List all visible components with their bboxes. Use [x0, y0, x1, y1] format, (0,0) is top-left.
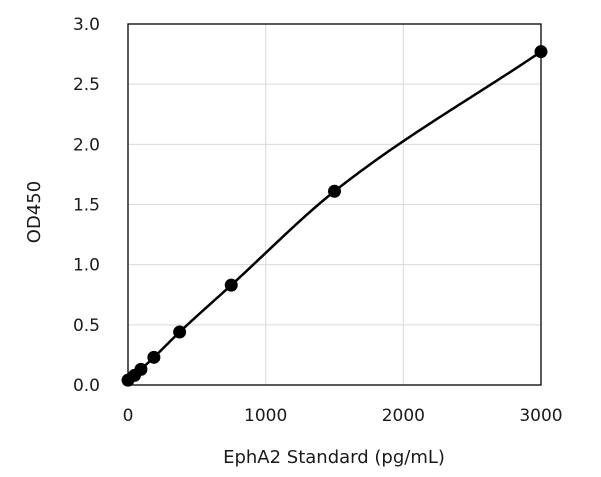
- y-axis-tick-labels: 0.0 0.5 1.0 1.5 2.0 2.5 3.0: [73, 15, 100, 396]
- data-point: [224, 278, 238, 292]
- plot-area-frame: [127, 23, 542, 386]
- x-tick-label: 1000: [244, 406, 287, 426]
- data-points: [121, 45, 548, 387]
- x-tick-label: 3000: [519, 406, 562, 426]
- grid-lines: [128, 24, 541, 385]
- y-tick-label: 0.5: [73, 316, 100, 336]
- fit-curve-line: [127, 50, 542, 382]
- y-tick-label: 1.5: [73, 196, 100, 216]
- y-axis-title: OD450: [24, 181, 45, 243]
- x-axis-tick-labels: 0 1000 2000 3000: [123, 406, 563, 426]
- data-point: [134, 362, 148, 376]
- y-tick-label: 2.0: [73, 135, 100, 155]
- data-point: [534, 45, 548, 59]
- x-axis-title: EphA2 Standard (pg/mL): [223, 447, 445, 468]
- x-tick-label: 2000: [382, 406, 425, 426]
- y-tick-label: 2.5: [73, 75, 100, 95]
- data-point: [328, 184, 341, 198]
- y-tick-label: 3.0: [73, 15, 100, 35]
- data-point: [173, 325, 187, 339]
- y-tick-label: 1.0: [73, 256, 100, 276]
- x-tick-label: 0: [123, 406, 134, 426]
- y-tick-label: 0.0: [73, 376, 100, 396]
- data-point: [147, 350, 161, 364]
